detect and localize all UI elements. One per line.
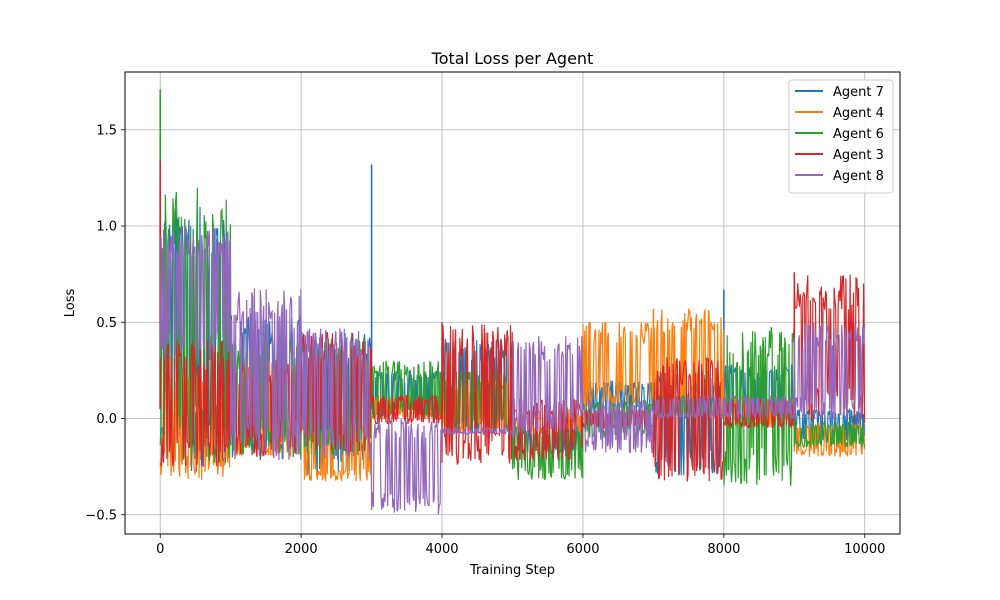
legend: Agent 7 Agent 4 Agent 6 Agent 3 Agent 8 xyxy=(788,79,894,194)
x-tick-label: 6000 xyxy=(566,542,599,557)
legend-box xyxy=(788,79,894,194)
x-tick-label: 2000 xyxy=(285,542,318,557)
series-lines xyxy=(159,89,866,515)
y-tick-label: 0.5 xyxy=(96,316,117,331)
x-tick-label: 10000 xyxy=(844,542,885,557)
legend-entry: Agent 4 xyxy=(833,106,884,121)
series-line-agent-3 xyxy=(159,274,866,482)
y-tick-label: 0.0 xyxy=(96,412,117,427)
y-tick-label: 1.5 xyxy=(96,123,117,138)
x-tick-label: 0 xyxy=(156,542,164,557)
plot-area xyxy=(159,89,866,515)
series-line-agent-8 xyxy=(159,225,866,515)
x-tick-label: 4000 xyxy=(425,542,458,557)
legend-entry: Agent 8 xyxy=(833,169,884,184)
y-axis-label: Loss xyxy=(63,289,78,318)
legend-entry: Agent 7 xyxy=(833,85,884,100)
legend-entry: Agent 3 xyxy=(833,148,884,163)
axis-ticks: 0 2000 4000 6000 8000 10000 −0.5 0.0 0.5 1.0 1.5 xyxy=(85,123,885,557)
y-tick-label: 1.0 xyxy=(96,220,117,235)
chart-title: Total Loss per Agent xyxy=(431,49,594,68)
x-tick-label: 8000 xyxy=(707,542,740,557)
legend-entry: Agent 6 xyxy=(833,127,884,142)
x-axis-label: Training Step xyxy=(469,563,555,578)
y-tick-label: −0.5 xyxy=(85,508,117,523)
axes-frame xyxy=(124,71,901,535)
